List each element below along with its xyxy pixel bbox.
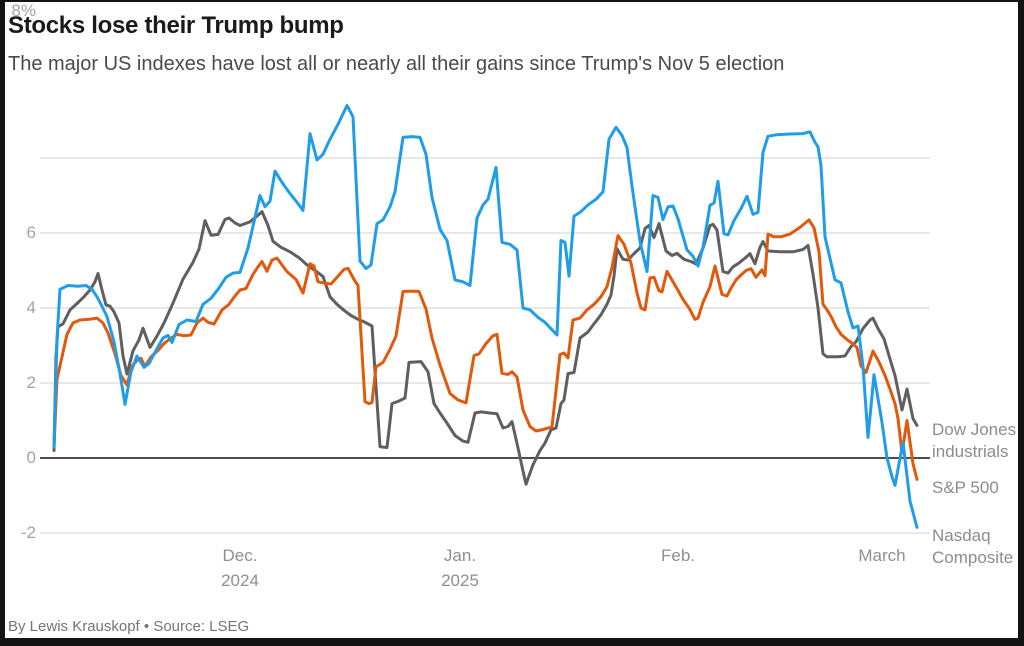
legend-nasdaq-line2: Composite [932, 548, 1014, 567]
x-axis-label-2025: 2025 [441, 571, 479, 590]
legend-dow-jones: Dow Jones industrials [932, 419, 1018, 463]
y-axis-label-4: 4 [26, 298, 36, 317]
line-chart [40, 104, 930, 534]
x-axis-label-jan: Jan. [443, 546, 477, 565]
legend-nasdaq-line1: Nasdaq [932, 526, 991, 545]
nasdaq-line [52, 104, 919, 529]
x-axis-label-2024: 2024 [221, 571, 259, 590]
dow-line [52, 210, 919, 486]
page-title: Stocks lose their Trump bump [8, 12, 344, 39]
legend-dow-line1: Dow Jones [932, 420, 1017, 439]
x-axis-label-feb: Feb. [660, 546, 696, 565]
legend-dow-line2: industrials [932, 442, 1009, 461]
chart-canvas: Stocks lose their Trump bump The major U… [5, 2, 1018, 638]
sp500-line [52, 218, 919, 481]
legend-sp500-line1: S&P 500 [932, 478, 999, 497]
y-axis-label-6: 6 [26, 223, 36, 242]
y-axis-label-8: 8% [11, 2, 36, 20]
x-axis-label-dec: Dec. [222, 546, 258, 565]
y-axis-label-neg2: -2 [20, 523, 36, 542]
legend-nasdaq: Nasdaq Composite [932, 525, 1018, 569]
byline-source: By Lewis Krauskopf • Source: LSEG [8, 618, 250, 635]
x-axis-label-march: March [858, 546, 906, 565]
chart-subtitle: The major US indexes have lost all or ne… [8, 53, 785, 75]
y-axis-label-0: 0 [26, 448, 36, 467]
y-axis-label-2: 2 [26, 373, 36, 392]
legend-sp500: S&P 500 [932, 477, 1018, 499]
